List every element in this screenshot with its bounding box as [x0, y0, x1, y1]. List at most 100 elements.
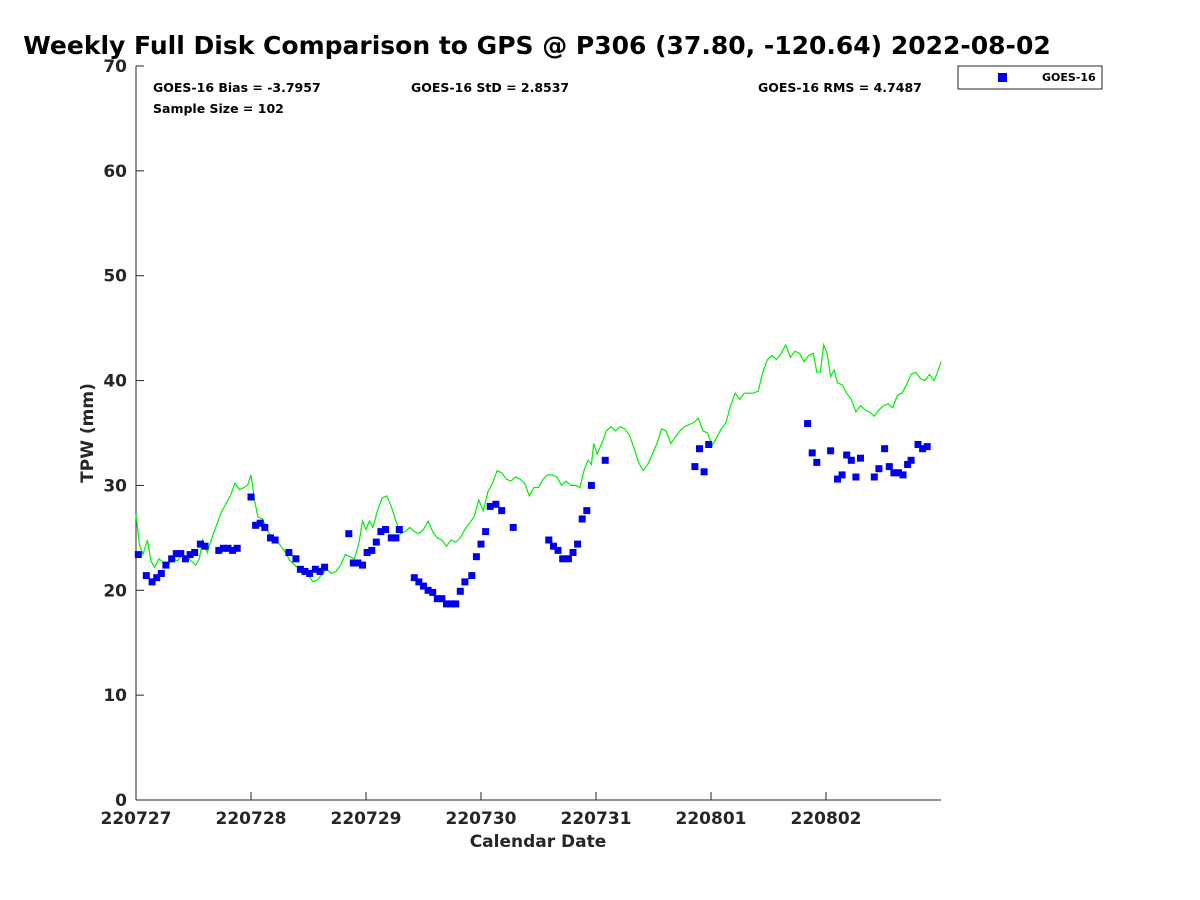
- goes-16-point: [134, 551, 142, 559]
- goes-16-point: [923, 443, 931, 451]
- goes-16-point: [201, 542, 209, 550]
- goes-16-point: [843, 451, 851, 459]
- x-tick-label: 220728: [216, 809, 287, 829]
- goes-16-point: [827, 447, 835, 455]
- goes-16-point: [172, 550, 180, 558]
- goes-16-point: [229, 546, 237, 554]
- chart-title: Weekly Full Disk Comparison to GPS @ P30…: [23, 31, 1050, 60]
- x-tick-label: 220730: [446, 809, 517, 829]
- goes-16-point: [919, 445, 927, 453]
- goes-16-point: [410, 574, 418, 582]
- goes-16-point: [233, 544, 241, 552]
- goes-16-point: [813, 458, 821, 466]
- goes-16-point: [857, 454, 864, 462]
- goes-16-point: [601, 456, 609, 464]
- goes-16-point: [153, 574, 161, 582]
- goes-16-point: [904, 461, 912, 468]
- goes-16-point: [181, 555, 189, 563]
- goes-16-point: [705, 441, 713, 448]
- goes-16-point: [443, 600, 450, 608]
- goes-16-point: [345, 530, 353, 538]
- y-tick-label: 40: [103, 372, 127, 392]
- goes-16-point: [578, 515, 586, 523]
- goes-16-point: [177, 550, 185, 558]
- goes-16-point: [142, 572, 150, 580]
- goes-16-point: [316, 567, 324, 575]
- goes-16-point: [224, 544, 232, 552]
- x-tick-label: 220729: [331, 809, 402, 829]
- goes-16-point: [372, 538, 380, 546]
- y-tick-label: 60: [103, 162, 127, 182]
- goes-16-point: [509, 523, 517, 531]
- goes-16-point: [271, 536, 279, 544]
- sample-size-stat: Sample Size = 102: [153, 101, 284, 116]
- goes-16-point: [847, 456, 855, 464]
- x-ticks: 220727 220728 220729 220730 220731 220801 2208…: [101, 792, 862, 829]
- goes-16-point: [377, 528, 385, 536]
- goes-16-point: [247, 493, 255, 501]
- y-axis-label: TPW (mm): [78, 383, 98, 483]
- goes-16-point: [292, 555, 300, 563]
- goes-16-point: [498, 507, 506, 515]
- x-tick-label: 220802: [791, 809, 862, 829]
- goes-16-point: [420, 582, 427, 590]
- goes-16-point: [267, 534, 274, 542]
- goes-16-point: [219, 544, 227, 552]
- goes-16-point: [433, 595, 441, 603]
- goes-16-point: [261, 523, 269, 531]
- goes-16-point: [875, 465, 883, 473]
- goes-16-point: [700, 468, 708, 476]
- goes-16-point: [296, 565, 304, 573]
- goes-16-point: [429, 588, 437, 596]
- goes-16-point: [387, 534, 395, 542]
- goes-16-point: [564, 555, 572, 563]
- goes-16-point: [191, 549, 199, 556]
- goes-16-point: [168, 555, 176, 563]
- goes-16-point: [252, 521, 260, 529]
- x-axis-label: Calendar Date: [470, 832, 607, 852]
- goes-16-point: [382, 526, 390, 533]
- goes-16-point: [311, 565, 319, 573]
- legend-marker-goes-16: [998, 73, 1007, 82]
- goes-16-point: [256, 519, 264, 527]
- stats-annotations: GOES-16 Bias = -3.7957 GOES-16 StD = 2.8…: [153, 80, 922, 116]
- goes-16-point: [196, 540, 204, 548]
- goes-16-point: [914, 441, 922, 448]
- goes-16-point: [574, 540, 582, 548]
- y-tick-label: 50: [103, 267, 127, 287]
- legend-label-goes-16: GOES-16: [1042, 71, 1096, 84]
- goes-16-point: [306, 570, 314, 577]
- goes-16-point: [415, 578, 423, 586]
- goes-16-point: [870, 473, 878, 481]
- goes-16-point: [461, 578, 469, 586]
- y-tick-label: 0: [115, 791, 127, 811]
- legend: GOES-16: [957, 65, 1103, 90]
- y-ticks: 0 10 20 30 40 50 60 70: [103, 57, 144, 811]
- legend-box: [957, 65, 1103, 90]
- goes-16-point: [157, 570, 165, 577]
- y-tick-label: 20: [103, 581, 127, 601]
- goes-16-point: [808, 449, 816, 457]
- goes-16-point: [881, 445, 889, 453]
- goes-16-point: [285, 549, 293, 556]
- y-tick-label: 70: [103, 57, 127, 77]
- goes-16-point: [486, 502, 494, 510]
- goes-16-point: [472, 553, 480, 561]
- goes-16-point: [354, 559, 362, 567]
- goes-16-point: [301, 567, 309, 575]
- x-tick-label: 220727: [101, 809, 172, 829]
- goes-16-point: [215, 546, 223, 554]
- goes-16-point: [148, 578, 156, 586]
- goes-16-point: [895, 469, 902, 477]
- goes-16-point: [321, 563, 329, 571]
- goes-16-point: [696, 445, 703, 453]
- y-tick-label: 30: [103, 476, 127, 496]
- goes-16-point: [587, 481, 595, 489]
- x-tick-label: 220801: [676, 809, 747, 829]
- bias-stat: GOES-16 Bias = -3.7957: [153, 80, 321, 95]
- goes-16-point: [838, 471, 846, 479]
- goes-16-point: [392, 534, 400, 542]
- goes-16-point: [468, 572, 476, 580]
- goes-16-point: [852, 473, 860, 481]
